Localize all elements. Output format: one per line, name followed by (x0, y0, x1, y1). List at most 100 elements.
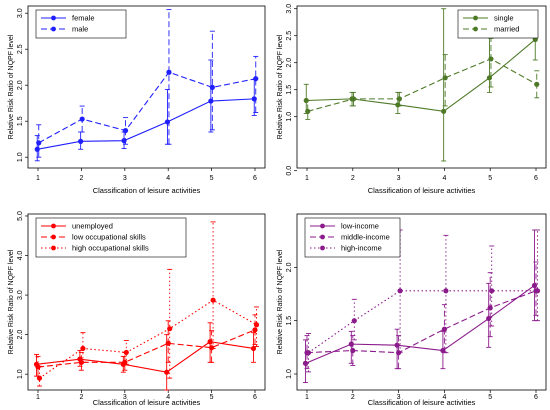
x-tick-label: 3 (123, 175, 127, 182)
x-tick-label: 2 (79, 394, 83, 401)
x-tick-label: 2 (351, 394, 355, 401)
legend-box (35, 9, 127, 39)
chart-panel-2: 0.0 1.0 1.5 2.0 2.5 3.0 1 2 3 4 5 6 Classification o… (277, 4, 547, 195)
legend-label: single (494, 14, 514, 23)
chart-panel-4: 1.0 1.5 2.0 1 2 3 4 5 6 Classification of leisure… (277, 213, 547, 407)
x-axis-label: Classification of leisure activities (368, 186, 476, 195)
x-tick-label: 4 (442, 175, 446, 182)
legend: single married (457, 9, 539, 39)
series-male (36, 9, 259, 158)
data-point (122, 127, 129, 134)
legend-marker (51, 26, 56, 32)
series-line (37, 98, 255, 150)
data-point (442, 75, 448, 81)
y-axis-label: Relative Risk Ratio of NQPF level (8, 34, 15, 139)
y-tick-label: 2.0 (286, 58, 293, 68)
y-tick-label: 1.0 (286, 369, 293, 379)
y-tick-label: 3.0 (286, 4, 293, 14)
data-point (441, 108, 447, 114)
x-tick-label: 4 (166, 394, 170, 401)
data-point (252, 327, 258, 333)
data-point (79, 116, 85, 122)
x-tick-label: 1 (305, 394, 309, 401)
y-tick-label: 5.0 (17, 211, 24, 221)
data-point (253, 322, 260, 328)
data-point (250, 345, 257, 352)
legend: female male (35, 9, 127, 39)
legend-marker (51, 15, 56, 21)
series-line (37, 329, 256, 368)
x-tick-label: 6 (253, 394, 257, 401)
chart-panel-3: 1.0 2.0 3.0 4.0 5.0 1 2 3 4 5 6 Classification of l… (8, 211, 266, 407)
y-tick-label: 3.0 (17, 290, 24, 300)
series-line (306, 39, 536, 112)
legend-marker (473, 26, 478, 32)
x-axis-label: Classification of leisure activities (93, 398, 201, 407)
series-line (39, 299, 257, 379)
data-point (166, 69, 172, 75)
x-tick-label: 5 (488, 175, 492, 182)
series-married (305, 37, 540, 120)
x-tick-label: 5 (210, 175, 214, 182)
x-tick-label: 4 (166, 175, 170, 182)
y-tick-label: 2.0 (17, 330, 24, 340)
y-axis-label: Relative Risk Ratio of NQPF level (8, 249, 15, 354)
data-point (397, 288, 403, 294)
y-tick-label: 1.0 (17, 152, 24, 162)
data-point (167, 326, 173, 332)
series-line (305, 285, 535, 364)
x-axis-label: Classification of leisure activities (93, 186, 201, 195)
y-tick-label: 4.0 (17, 251, 24, 261)
legend-marker (320, 234, 325, 240)
legend-label: high occupational skills (72, 244, 149, 253)
data-point (534, 81, 540, 87)
series-low-occupational-skills (35, 314, 258, 377)
y-tick-label: 0.0 (286, 166, 293, 176)
x-tick-label: 6 (534, 175, 538, 182)
x-tick-label: 5 (488, 394, 492, 401)
series-line (306, 290, 537, 354)
legend-label: middle-income (341, 233, 390, 242)
x-tick-label: 1 (36, 394, 40, 401)
legend-label: low occupational skills (72, 233, 146, 242)
data-point (36, 140, 42, 146)
y-tick-label: 2.5 (286, 31, 293, 41)
y-tick-label: 2.0 (286, 262, 293, 272)
legend: low-income middle-income high-income (304, 217, 401, 258)
data-point (396, 96, 402, 102)
series-high-occupational-skills (36, 221, 260, 387)
y-tick-label: 1.0 (17, 369, 24, 379)
series-high-income (305, 229, 541, 373)
legend-marker (320, 245, 325, 251)
chart-panel-1: 1.0 1.5 2.0 2.5 3.0 1 2 3 4 5 6 Classification of l… (8, 5, 266, 195)
series-line (38, 71, 256, 144)
x-tick-label: 1 (305, 175, 309, 182)
y-tick-label: 1.5 (286, 316, 293, 326)
y-tick-label: 1.5 (17, 116, 24, 126)
legend-label: female (72, 14, 95, 23)
y-axis-label: Relative Risk Ratio of NQPF level (277, 34, 284, 139)
data-point (80, 345, 86, 352)
x-tick-label: 2 (79, 175, 83, 182)
y-tick-label: 2.5 (17, 44, 24, 54)
data-point (253, 76, 259, 82)
data-point (209, 84, 215, 90)
data-point (36, 375, 43, 381)
legend-marker (51, 223, 56, 229)
data-point (534, 288, 541, 294)
x-tick-label: 4 (442, 394, 446, 401)
data-point (209, 345, 215, 351)
x-tick-label: 5 (210, 394, 214, 401)
data-point (488, 56, 494, 62)
y-tick-label: 2.0 (17, 80, 24, 90)
legend-label: married (494, 25, 519, 34)
y-tick-label: 3.0 (17, 8, 24, 18)
legend-label: high-income (341, 244, 382, 253)
data-point (210, 297, 216, 303)
x-tick-label: 3 (397, 394, 401, 401)
y-tick-label: 1.5 (286, 85, 293, 95)
data-point (350, 96, 357, 102)
x-tick-label: 6 (534, 394, 538, 401)
y-tick-label: 1.0 (286, 112, 293, 122)
legend-marker (473, 15, 478, 21)
